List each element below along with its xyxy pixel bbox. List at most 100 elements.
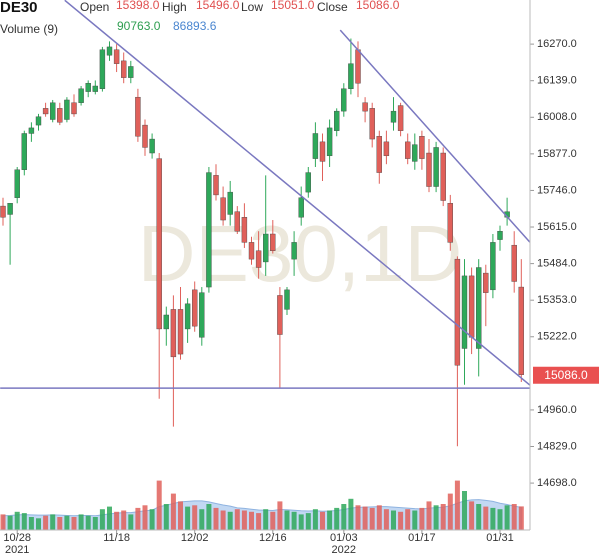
volume-bar [291,511,297,530]
candle-body [291,242,297,260]
candle-body [120,60,127,78]
volume-bar [284,510,290,530]
volume-ma-value: 86893.6 [173,19,217,33]
x-tick-label: 01/31 [486,532,514,544]
candle-body [319,141,326,162]
volume-bar [476,504,482,530]
candle-body [142,124,148,148]
candle-body [284,289,290,310]
candle-body [376,136,382,173]
candle-body [334,110,340,131]
year-label: 2021 [5,544,29,556]
volume-bar [391,510,396,530]
volume-bar [511,504,517,530]
candle-body [468,275,475,338]
volume-bar [99,509,105,530]
volume-bar [107,506,112,530]
candle-body [277,295,283,335]
candle-body [362,102,368,112]
candle-body [263,233,269,263]
high-label: High [162,0,187,14]
candle-body [71,102,77,115]
candle-body [213,175,219,196]
y-tick-label: 14829.0 [537,440,577,452]
candle-body [85,83,91,92]
candle-body [419,136,425,159]
candle-body [14,169,20,198]
volume-bar [78,514,84,530]
volume-bar [28,517,34,530]
candle-body [518,286,524,375]
volume-value: 90763.0 [117,19,161,33]
candle-body [390,110,397,123]
volume-bar [412,510,418,530]
candle-body [64,99,70,120]
candle-body [234,211,241,232]
volume-bar [490,507,496,530]
volume-bar [405,509,411,530]
volume-bar [312,509,318,530]
x-tick-label: 01/03 [330,532,358,544]
volume-bar [234,509,240,530]
x-tick-label: 12/16 [259,532,287,544]
volume-bar [135,507,141,530]
volume-bar [270,511,276,530]
y-tick-label: 15353.0 [537,294,577,306]
candle-body [305,172,311,193]
candle-body [433,147,439,187]
candle-body [57,108,63,123]
volume-bar [341,504,347,530]
volume-bar [426,501,432,530]
candle-body [7,203,13,215]
y-tick-label: 16008.0 [537,111,577,123]
price-tag-bg [533,366,599,384]
watermark: DE30,1D [138,209,463,298]
volume-bar [21,513,27,530]
volume-bar [419,507,425,530]
x-tick-label: 12/02 [181,532,209,544]
volume-bar [327,510,333,530]
candle-body [99,49,106,89]
volume-bar [469,501,475,530]
candle-body [191,289,198,327]
candle-body [220,197,226,221]
symbol: DE30 [0,0,38,16]
volume-bar [85,515,91,530]
volume-bar [305,513,311,530]
candle-body [135,96,141,137]
volume-bar [149,509,155,530]
candle-body [270,233,276,251]
low-label: Low [241,0,263,14]
trendline [339,29,531,243]
candle-body [128,66,134,78]
candle-body [227,191,233,215]
candle-body [0,205,6,218]
candle-body [28,127,35,134]
candle-body [397,105,404,131]
volume-bar [192,505,198,530]
volume-bar [156,480,162,530]
candle-body [355,49,361,84]
volume-bar [121,510,127,530]
volume-bar [398,511,404,530]
candle-body [163,314,170,330]
volume-bar [348,498,354,530]
candle-body [426,152,432,187]
volume-bar [128,514,134,530]
candle-body [241,217,248,243]
candle-body [170,309,177,358]
x-tick-label: 10/28 [3,532,31,544]
candle-body [461,275,468,349]
candle-body [106,46,113,56]
x-tick-label: 11/18 [103,532,130,544]
candle-body [113,49,120,64]
y-tick-label: 15484.0 [537,258,577,270]
candle-body [177,309,184,355]
volume-bar [504,505,510,530]
volume-bar [369,507,375,530]
candle-body [483,272,489,293]
candle-body [149,138,155,154]
volume-bar [43,515,49,530]
y-tick-label: 15877.0 [537,148,577,160]
volume-bar [383,509,389,530]
